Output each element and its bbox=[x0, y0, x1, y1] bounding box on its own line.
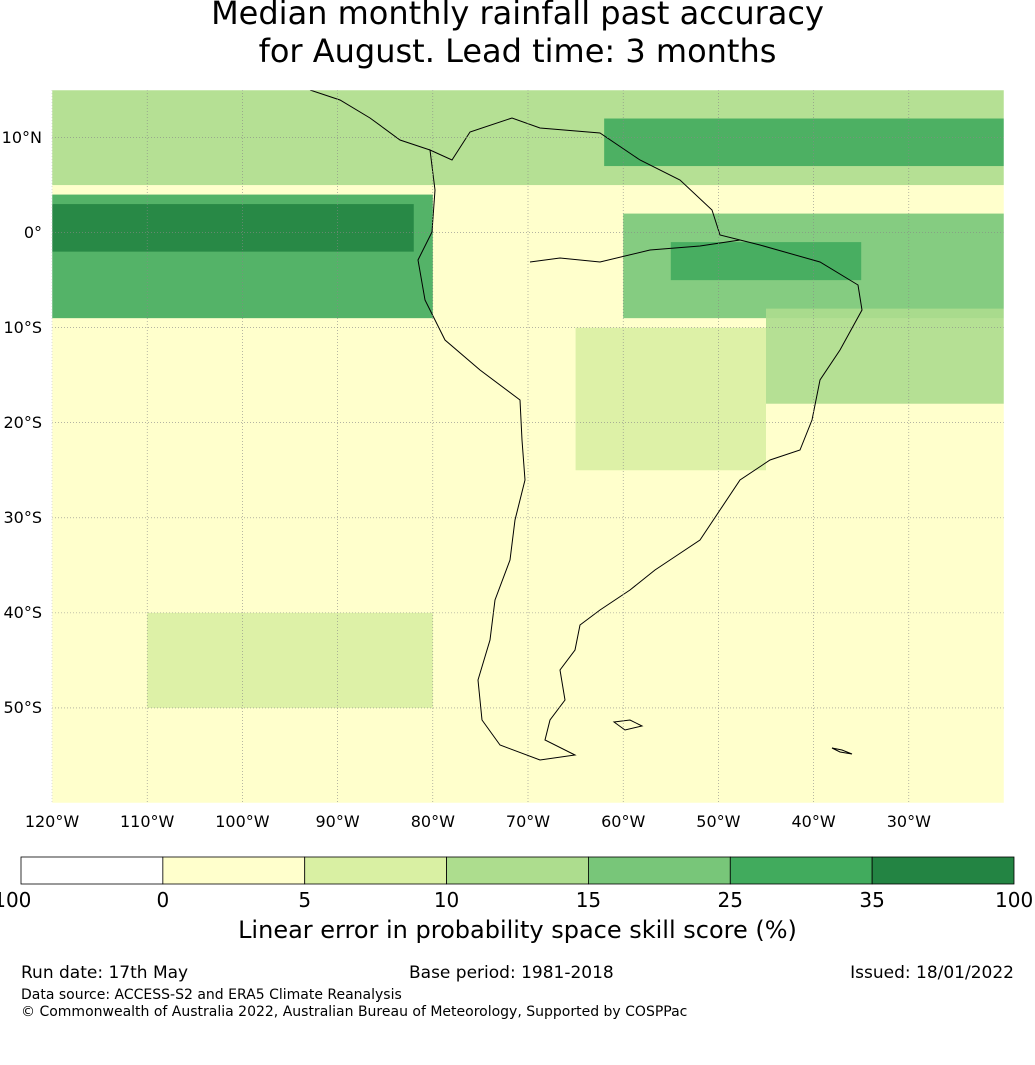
lat-tick-label: 50°S bbox=[3, 697, 42, 717]
lat-tick-label: 40°S bbox=[3, 602, 42, 622]
skill-zone-northeast-brazil bbox=[766, 308, 1004, 404]
lon-tick-label: 70°W bbox=[505, 812, 551, 831]
colorbar-segment bbox=[20, 856, 164, 885]
lon-tick-label: 120°W bbox=[24, 812, 80, 831]
data-source: Data source: ACCESS-S2 and ERA5 Climate … bbox=[21, 987, 402, 1003]
lat-tick-label: 0° bbox=[23, 222, 42, 242]
colorbar bbox=[20, 856, 1015, 885]
title-line-2: for August. Lead time: 3 months bbox=[258, 32, 777, 70]
map-frame bbox=[51, 89, 1005, 804]
lon-tick-label: 80°W bbox=[410, 812, 455, 831]
colorbar-segment bbox=[729, 856, 873, 885]
colorbar-tick-label: 25 bbox=[717, 888, 743, 912]
central-america-coastline bbox=[309, 90, 431, 151]
copyright: © Commonwealth of Australia 2022, Austra… bbox=[21, 1004, 688, 1020]
lat-tick-label: 10°N bbox=[1, 127, 42, 147]
south-georgia bbox=[831, 747, 853, 755]
skill-zone-amazon-core bbox=[670, 242, 862, 281]
colorbar-tick-label: 5 bbox=[298, 888, 312, 912]
colorbar-segment bbox=[871, 856, 1015, 885]
south-america-coastline bbox=[417, 117, 863, 761]
lon-tick-label: 30°W bbox=[886, 812, 931, 831]
colorbar-tick-label: -100 bbox=[0, 888, 32, 912]
colorbar-tick-label: 15 bbox=[575, 888, 602, 912]
colorbar-tick-label: 100 bbox=[995, 888, 1034, 912]
map-title: Median monthly rainfall past accuracy fo… bbox=[0, 0, 1035, 70]
skill-zone-equatorial-pacific-core bbox=[52, 204, 414, 252]
colorbar-tick-label: 0 bbox=[156, 888, 170, 912]
colorbar-tick-label: 10 bbox=[433, 888, 460, 912]
skill-zone-central-brazil bbox=[575, 327, 766, 471]
issued-date: Issued: 18/01/2022 bbox=[850, 963, 1014, 983]
lon-tick-label: 60°W bbox=[601, 812, 646, 831]
coastline bbox=[309, 90, 863, 761]
colorbar-segment bbox=[588, 856, 731, 885]
skill-zone-southern-ocean-patch bbox=[147, 612, 433, 708]
lon-tick-label: 50°W bbox=[696, 812, 741, 831]
lat-tick-label: 30°S bbox=[3, 507, 42, 527]
falkland-islands bbox=[612, 719, 644, 731]
lat-tick-label: 20°S bbox=[3, 412, 42, 432]
base-period: Base period: 1981-2018 bbox=[409, 963, 614, 983]
lat-tick-label: 10°S bbox=[3, 317, 42, 337]
lon-tick-label: 40°W bbox=[791, 812, 836, 831]
colorbar-segment bbox=[446, 856, 589, 885]
title-line-1: Median monthly rainfall past accuracy bbox=[211, 0, 824, 32]
amazon-river bbox=[529, 239, 741, 263]
run-date: Run date: 17th May bbox=[21, 963, 189, 983]
lon-tick-label: 100°W bbox=[215, 812, 270, 831]
lon-tick-label: 90°W bbox=[315, 812, 360, 831]
colorbar-segment bbox=[162, 856, 306, 885]
skill-zone-north-atlantic-core bbox=[604, 118, 1004, 167]
colorbar-tick-label: 35 bbox=[859, 888, 885, 912]
colorbar-segment bbox=[304, 856, 447, 885]
lon-tick-label: 110°W bbox=[120, 812, 175, 831]
colorbar-label: Linear error in probability space skill … bbox=[238, 916, 797, 944]
